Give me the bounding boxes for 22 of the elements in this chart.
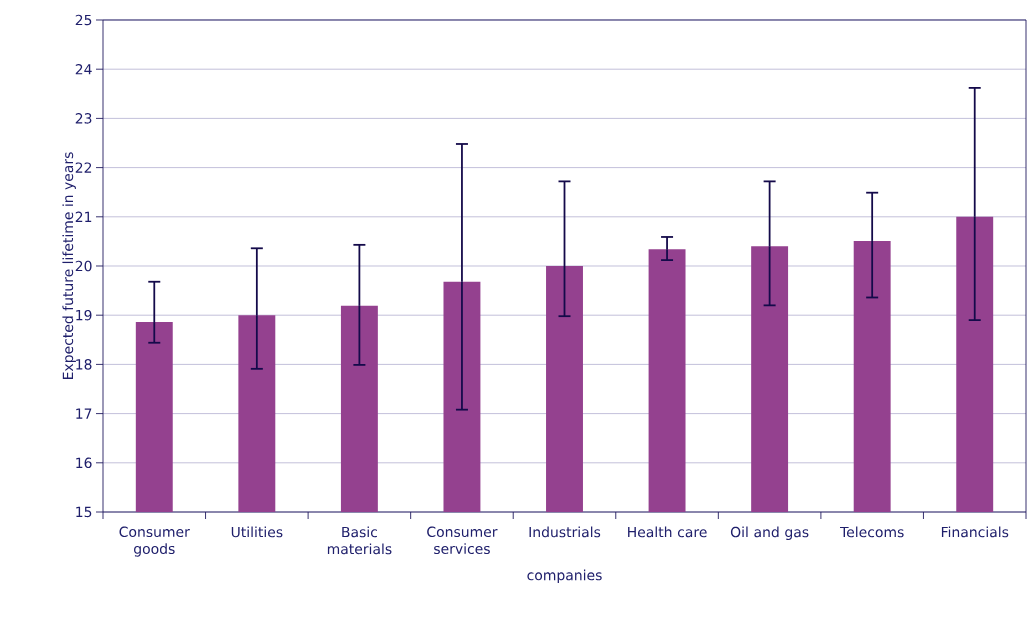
x-tick-label: Telecoms [840, 526, 904, 538]
y-tick-label: 25 [75, 14, 92, 26]
x-tick-label: Health care [628, 526, 707, 538]
y-tick-label: 18 [76, 359, 92, 370]
x-tick-label: Oil and gas [730, 526, 809, 541]
y-tick-label: 22 [75, 162, 92, 173]
y-tick-label: 23 [75, 113, 92, 124]
x-tick-label: Utilities [231, 526, 283, 538]
y-tick-label: 24 [75, 64, 92, 75]
x-axis-title: companies [527, 569, 602, 584]
y-tick-label: 15 [76, 506, 92, 518]
x-tick-label: Consumer services [427, 526, 498, 555]
y-tick-label: 21 [75, 211, 92, 222]
y-tick-label: 16 [76, 457, 92, 469]
y-tick-label: 17 [76, 408, 92, 419]
x-tick-label: Financials [941, 526, 1009, 538]
x-tick-label: Basic materials [327, 526, 392, 555]
x-tick-label: Industrials [529, 526, 601, 538]
x-tick-label: Consumer goods [119, 526, 190, 557]
y-axis-title: Expected future lifetime in years [62, 152, 76, 379]
y-tick-label: 20 [75, 260, 92, 272]
y-tick-label: 19 [76, 309, 92, 321]
